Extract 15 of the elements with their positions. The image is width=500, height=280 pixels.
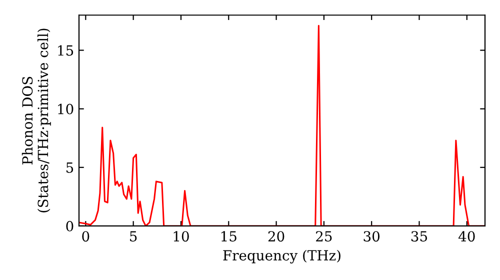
x-tick-label: 30 bbox=[364, 231, 380, 242]
x-axis-title: Frequency (THz) bbox=[223, 250, 340, 264]
x-tick-label: 35 bbox=[411, 231, 428, 242]
x-tick-label: 10 bbox=[174, 231, 189, 242]
y-tick-label: 10 bbox=[58, 104, 74, 114]
x-tick-label: 40 bbox=[458, 231, 475, 242]
x-tick-label: 15 bbox=[221, 231, 236, 242]
y-tick-label: 15 bbox=[58, 45, 74, 56]
x-tick-label: 5 bbox=[130, 231, 137, 242]
y-tick-label: 5 bbox=[66, 162, 74, 173]
y-axis-title: Phonon DOS (States/THz·primitive cell) bbox=[22, 28, 51, 212]
x-tick-label: 0 bbox=[82, 231, 90, 242]
x-tick-label: 20 bbox=[268, 231, 284, 242]
x-tick-label: 25 bbox=[316, 231, 332, 242]
y-tick-label: 0 bbox=[66, 220, 74, 232]
